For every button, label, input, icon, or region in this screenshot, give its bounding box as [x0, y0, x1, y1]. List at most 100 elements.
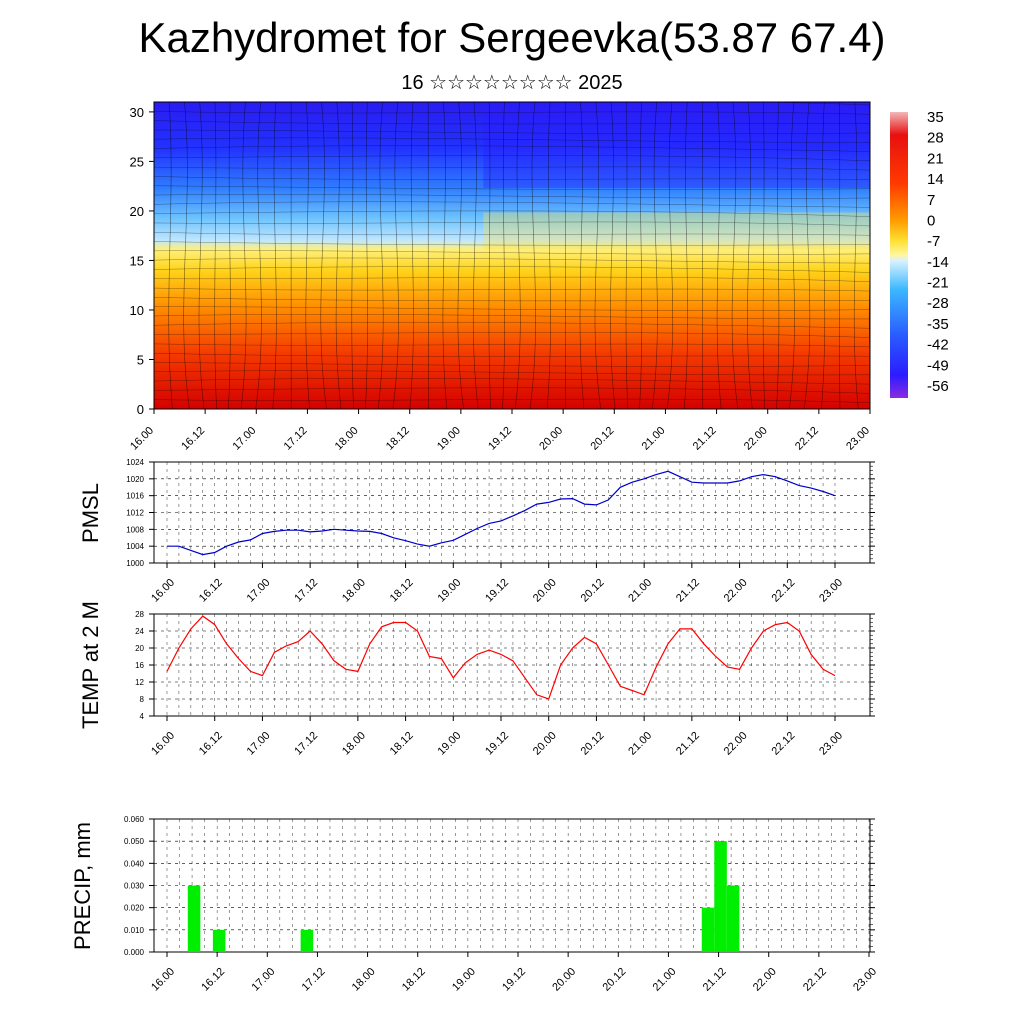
x-tick-label: 16.00: [149, 730, 177, 758]
wind-line: [488, 102, 491, 409]
wind-line: [154, 266, 870, 273]
y-tick-label: 30: [130, 105, 144, 120]
wind-line: [154, 145, 870, 152]
colorbar-label: 35: [927, 109, 944, 126]
heatmap-field: [154, 102, 870, 409]
y-tick-label: 8: [140, 695, 145, 704]
wind-line: [365, 102, 368, 409]
precip-bar: [726, 885, 740, 952]
y-tick-label: 25: [130, 154, 144, 169]
y-axis-label: TEMP at 2 M: [78, 601, 103, 729]
wind-line: [154, 276, 870, 283]
wind-line: [502, 102, 505, 409]
x-tick-label: 22.00: [751, 966, 779, 994]
x-tick-label: 18.12: [384, 425, 412, 453]
x-tick-label: 17.12: [292, 577, 320, 605]
wind-line: [747, 102, 753, 409]
x-tick-label: 23.00: [844, 425, 872, 453]
y-tick-label: 16: [135, 661, 144, 670]
wind-line: [154, 370, 870, 376]
wind-line: [154, 322, 870, 329]
wind-line: [594, 102, 602, 409]
colorbar-label: 0: [927, 212, 935, 229]
precip-bar: [701, 907, 715, 952]
x-tick-label: 20.00: [550, 966, 578, 994]
wind-line: [666, 102, 674, 409]
x-tick-label: 20.00: [531, 730, 559, 758]
x-tick-label: 17.00: [230, 425, 258, 453]
wind-line: [514, 102, 521, 409]
x-tick-label: 16.00: [128, 425, 156, 453]
wind-line: [154, 287, 870, 292]
chart-subtitle: 16 ☆☆☆☆☆☆☆☆ 2025: [401, 72, 623, 94]
y-tick-label: 0.030: [124, 882, 145, 891]
x-tick-label: 18.00: [340, 730, 368, 758]
y-tick-label: 28: [135, 610, 144, 619]
x-tick-label: 19.00: [450, 966, 478, 994]
wind-line: [639, 102, 643, 409]
x-tick-label: 18.00: [350, 966, 378, 994]
wind-line: [154, 221, 870, 227]
x-tick-label: 20.12: [579, 577, 607, 605]
colorbar-label: -49: [927, 357, 949, 374]
y-tick-label: 1004: [126, 542, 144, 551]
x-tick-label: 18.00: [340, 577, 368, 605]
wind-line: [154, 129, 870, 135]
wind-line: [154, 176, 870, 180]
wind-line: [154, 297, 870, 302]
colorbar-label: 21: [927, 150, 944, 167]
x-tick-label: 21.00: [640, 425, 668, 453]
y-tick-label: 15: [130, 253, 144, 268]
cross-section-panel: 0 5 10 15 20 25 30 16.00 16.12 17.00 17.12 18.00 18.…: [128, 101, 949, 453]
wind-line: [154, 137, 870, 143]
wind-line: [154, 352, 870, 357]
wind-line: [154, 343, 870, 348]
y-tick-label: 20: [130, 204, 144, 219]
x-tick-label: 22.12: [793, 425, 821, 453]
x-tick-label: 22.00: [722, 577, 750, 605]
x-tick-label: 23.00: [817, 730, 845, 758]
wind-line: [154, 166, 870, 171]
wind-line: [154, 194, 870, 199]
x-tick-label: 16.00: [149, 577, 177, 605]
wind-line: [305, 102, 310, 409]
wind-line: [154, 241, 870, 246]
colorbar-label: -56: [927, 378, 949, 395]
x-tick-label: 20.12: [600, 966, 628, 994]
y-tick-label: 0.060: [124, 815, 145, 824]
x-tick-label: 19.00: [435, 425, 463, 453]
y-tick-label: 10: [130, 303, 144, 318]
wind-line: [472, 102, 479, 409]
x-tick-label: 19.00: [435, 577, 463, 605]
wind-line: [762, 102, 766, 409]
colorbar-label: -28: [927, 295, 949, 312]
colorbar-label: 14: [927, 171, 944, 188]
wind-line: [154, 231, 870, 236]
wind-line: [789, 102, 795, 409]
wind-line: [731, 102, 739, 409]
precip-bar: [714, 841, 727, 952]
wind-line: [610, 102, 616, 409]
x-tick-label: 20.00: [537, 425, 565, 453]
wind-line: [529, 102, 536, 409]
x-tick-label: 17.12: [282, 425, 310, 453]
wind-line: [579, 102, 585, 409]
x-tick-label: 18.12: [388, 577, 416, 605]
x-tick-label: 16.12: [197, 577, 225, 605]
wind-line: [154, 201, 870, 208]
wind-line: [377, 102, 384, 409]
wind-line: [409, 102, 414, 409]
wind-line: [154, 332, 870, 338]
x-tick-label: 19.12: [483, 577, 511, 605]
colorbar-label: 28: [927, 130, 944, 147]
wind-line: [154, 314, 870, 320]
precip-bar: [187, 885, 201, 952]
y-tick-label: 12: [135, 678, 144, 687]
colorbar-label: -21: [927, 275, 949, 292]
x-tick-label: 18.00: [333, 425, 361, 453]
y-tick-label: 20: [135, 644, 144, 653]
wind-line: [183, 102, 190, 409]
wind-line: [651, 102, 658, 409]
x-tick-label: 20.12: [588, 425, 616, 453]
